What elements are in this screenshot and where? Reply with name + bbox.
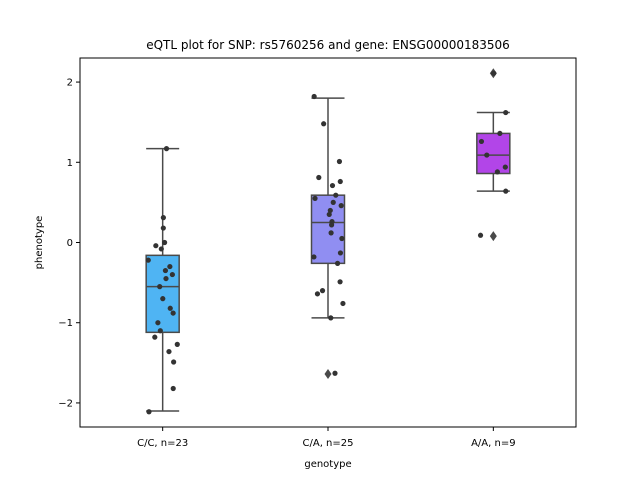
y-tick-label-4: 1 <box>67 158 73 169</box>
group-1-point-1 <box>167 263 173 270</box>
group-2-point-7 <box>333 192 339 198</box>
group-2-point-10 <box>338 203 344 209</box>
group-1-point-23 <box>163 146 170 152</box>
group-2-point-15 <box>339 235 345 242</box>
group-2-point-12 <box>326 211 332 218</box>
group-3-point-1 <box>491 70 497 76</box>
group-1-x-tick-label: C/C, n=23 <box>137 438 188 449</box>
group-1-point-15 <box>155 320 161 326</box>
group-2-point-3 <box>336 158 343 165</box>
group-1-point-10 <box>145 257 151 263</box>
group-3-point-5 <box>484 152 490 158</box>
group-2-point-11 <box>327 207 333 214</box>
y-tick-label-1: −2 <box>58 398 73 409</box>
group-3-point-8 <box>503 188 509 194</box>
group-3-point-2 <box>503 109 509 116</box>
group-1-point-11 <box>162 267 169 274</box>
group-2-outlier-1 <box>324 369 332 380</box>
y-tick-label-5: 2 <box>67 78 73 89</box>
group-3-outlier-2 <box>489 231 497 242</box>
group-1-point-18 <box>174 341 180 347</box>
group-1-point-17 <box>152 334 158 340</box>
group-2-point-23 <box>328 315 334 321</box>
group-1-point-21 <box>170 385 176 392</box>
group-1-box <box>145 254 180 334</box>
group-2-x-tick-label: C/A, n=25 <box>303 438 354 449</box>
group-2-point-16 <box>337 250 344 256</box>
group-1-point-4 <box>153 243 159 249</box>
group-2-point-22 <box>340 300 346 307</box>
group-1-point-9 <box>160 225 166 231</box>
group-1-point-6 <box>167 305 173 311</box>
y-axis: −2 −1 0 1 2 <box>58 78 80 409</box>
group-1-point-7 <box>160 296 166 302</box>
group-2-point-25 <box>328 230 334 236</box>
x-axis: C/C, n=23 C/A, n=25 A/A, n=9 <box>137 427 516 449</box>
group-1-point-3 <box>158 246 164 252</box>
group-3-point-4 <box>478 138 485 145</box>
plot-area <box>145 68 511 415</box>
group-3-x-tick-label: A/A, n=9 <box>471 438 516 449</box>
group-2-point-5 <box>337 178 343 185</box>
group-1-point-14 <box>170 310 176 316</box>
group-1-point-12 <box>163 275 169 282</box>
group-1-point-5 <box>169 271 175 278</box>
group-2-point-20 <box>319 288 326 294</box>
group-1-point-13 <box>157 284 163 290</box>
group-3-point-9 <box>477 232 484 238</box>
y-axis-label: phenotype <box>34 216 45 270</box>
y-tick-label-2: −1 <box>58 318 73 329</box>
group-1-point-19 <box>166 348 172 355</box>
group-2-point-1 <box>311 93 317 100</box>
chart-title: eQTL plot for SNP: rs5760256 and gene: E… <box>146 38 510 52</box>
group-2-point-2 <box>321 121 327 127</box>
group-1-point-20 <box>171 359 177 365</box>
group-3-point-6 <box>502 164 508 170</box>
group-3-point-7 <box>494 169 500 175</box>
group-2-point-19 <box>337 279 343 285</box>
y-tick-label-3: 0 <box>67 238 73 249</box>
group-1-point-16 <box>157 328 163 334</box>
group-3-point-3 <box>497 130 503 137</box>
group-2-point-17 <box>311 254 317 260</box>
group-1-point-8 <box>160 215 166 221</box>
group-1-point-2 <box>161 239 168 246</box>
group-2-point-4 <box>316 174 322 181</box>
group-2-point-9 <box>330 199 336 205</box>
group-2-point-8 <box>312 195 318 201</box>
group-2-point-18 <box>334 260 341 266</box>
x-axis-label: genotype <box>304 459 351 470</box>
group-1-point-22 <box>146 409 152 415</box>
group-2-point-24 <box>332 370 338 376</box>
group-2-point-21 <box>314 291 321 297</box>
group-2-point-6 <box>329 182 336 189</box>
group-2-point-14 <box>329 222 335 228</box>
